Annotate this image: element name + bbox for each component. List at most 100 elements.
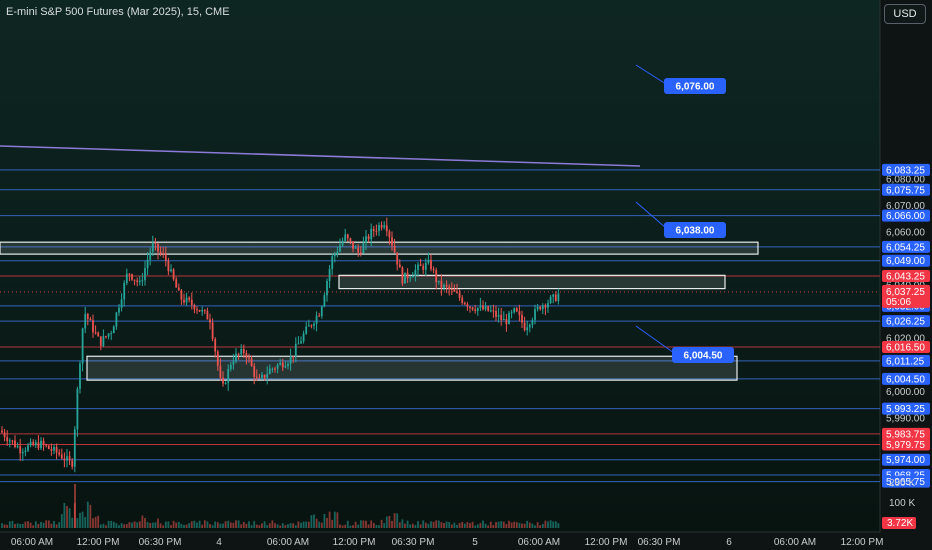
candle-body [489,310,492,312]
volume-bar [237,520,240,528]
candle-body [419,264,422,267]
volume-bar [16,523,19,528]
candle-body [24,450,27,452]
countdown-label: 05:06 [886,297,911,308]
candle-body [21,451,24,454]
currency-button[interactable]: USD [884,4,926,24]
volume-bar [110,520,113,528]
volume-bar [365,520,367,528]
candle-body [175,279,178,288]
volume-bar [149,522,152,528]
price-label-box [882,315,930,328]
candle-body [6,437,9,442]
volume-bar [547,521,549,528]
volume-bar [125,524,128,528]
annotation-leader [635,64,667,85]
candle-body [271,368,274,370]
candles [1,217,560,473]
candle-body [128,273,131,275]
candle-body [94,332,97,334]
volume-bar [14,524,16,528]
candle-body [55,447,58,453]
volume-bar [193,520,196,528]
volume-bar [214,521,217,528]
price-label: 5,965.75 [886,477,925,488]
candle-body [302,333,305,342]
price-label-box [882,438,930,451]
volume-bar [268,523,271,528]
volume-bar [115,523,118,528]
candle-body [510,312,513,314]
volume-bar [336,512,339,528]
volume-bar [128,522,131,528]
annotation-box [664,78,726,94]
candle-body [313,323,315,326]
candle-body [97,332,100,337]
candle-body [440,280,443,288]
candle-body [268,368,271,375]
candle-body [549,296,552,303]
candle-body [60,454,63,459]
volume-bar [539,525,542,528]
candle-body [146,259,149,269]
volume-bar [313,514,315,528]
volume-bar [310,515,313,528]
candle-body [557,293,560,302]
volume-bar [528,522,531,528]
volume-bar [219,523,222,528]
candle-body [336,251,339,254]
volume-bar [505,524,508,528]
volume-bar [305,521,308,528]
price-label-box [882,402,930,415]
candle-body [518,311,521,315]
volume-bar [352,525,354,528]
volume-bar [300,522,302,528]
candle-body [456,291,458,293]
volume-bar [404,523,406,528]
candle-body [118,307,120,313]
volume-bar [248,521,250,528]
candle-body [305,326,308,334]
volume-bar [495,522,497,528]
candle-body [528,324,531,328]
volume-bar [281,523,284,528]
candle-body [307,325,310,327]
candle-body [365,236,367,243]
candle-body [523,322,526,331]
x-tick-label: 06:00 AM [518,537,560,548]
annotation-leader [635,325,675,354]
candle-body [396,252,399,265]
volume-bar [235,520,237,528]
volume-bar [398,522,401,528]
volume-bar [6,524,9,528]
volume-bar [417,521,419,528]
price-label: 6,004.50 [886,374,925,385]
candle-body [443,284,445,288]
candle-body [287,363,289,366]
volume-bar [133,521,136,528]
volume-bar [549,520,552,528]
volume-bar [63,502,66,528]
volume-bar [372,522,375,528]
volume-bar [151,522,154,528]
candle-body [292,356,295,358]
candle-body [196,309,198,311]
candle-body [450,289,453,291]
volume-bar [409,524,412,528]
candle-body [177,287,180,291]
x-tick-label: 06:00 AM [267,537,309,548]
candle-body [19,446,22,454]
y-tick-label: 6,060.00 [886,228,925,239]
chart-title: E-mini S&P 500 Futures (Mar 2025), 15, C… [6,6,230,18]
candle-body [445,284,448,287]
candle-body [380,225,383,228]
y-tick-label: 6,070.00 [886,201,925,212]
candle-body [232,361,235,365]
candle-body [471,307,474,310]
volume-bar [102,523,105,528]
price-label-box [882,354,930,367]
candle-body [29,441,32,446]
volume-bar [40,522,42,528]
